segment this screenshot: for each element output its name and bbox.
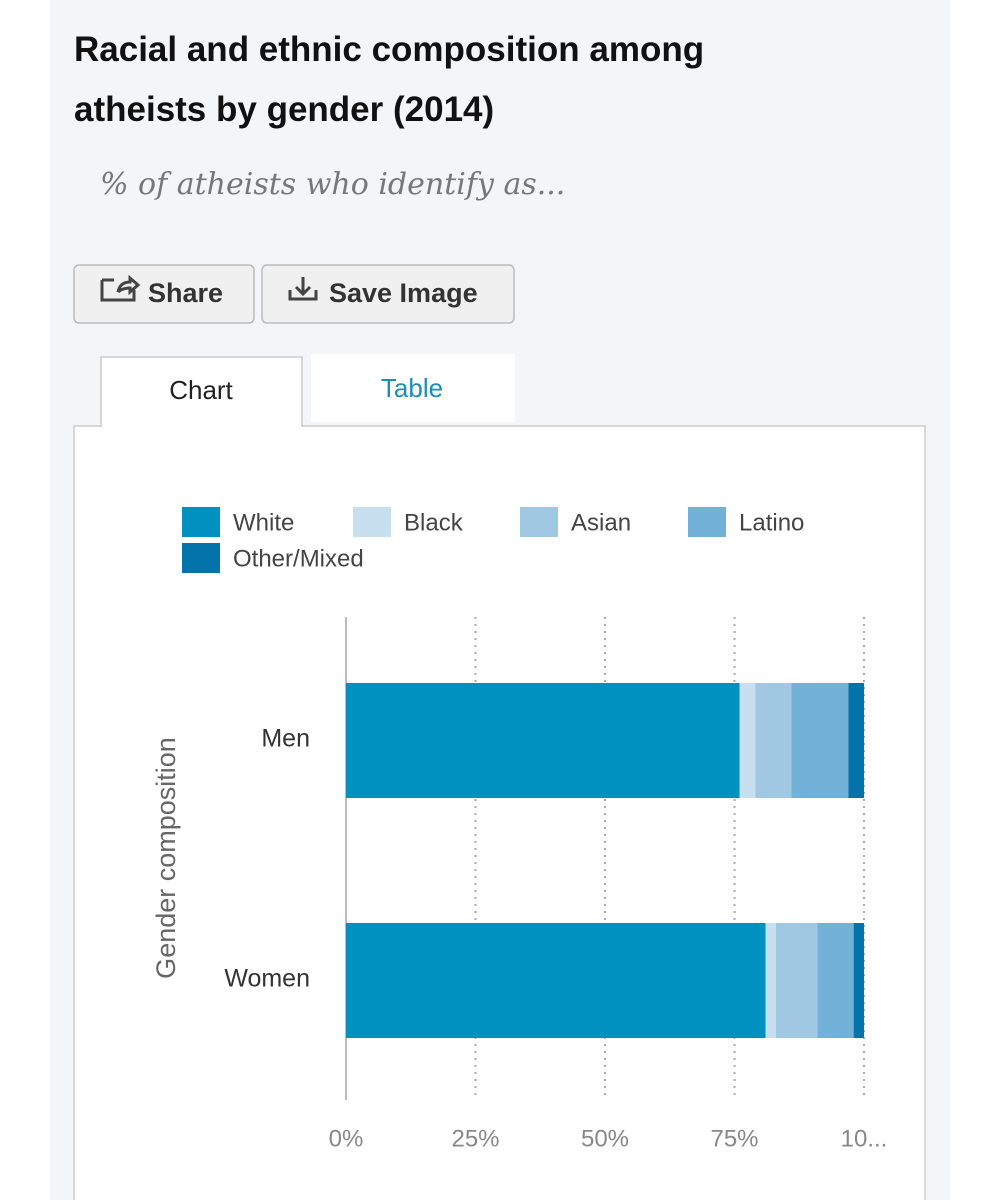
chart-subtitle: % of atheists who identify as...	[100, 167, 565, 202]
save-button[interactable]: Save Image	[261, 264, 515, 324]
legend-swatch	[182, 507, 220, 537]
legend-label: Latino	[739, 509, 804, 536]
tab-gap	[102, 420, 301, 430]
tab-chart[interactable]: Chart	[100, 356, 303, 430]
legend-swatch	[182, 543, 220, 573]
y-tick-label: Men	[261, 725, 310, 753]
x-tick-label: 0%	[329, 1125, 364, 1152]
bar-segment	[853, 923, 864, 1038]
share-icon	[100, 274, 141, 302]
x-tick-label: 25%	[451, 1125, 499, 1152]
x-tick-label: 10...	[841, 1125, 888, 1152]
legend-label: Black	[404, 509, 464, 536]
legend-swatch	[688, 507, 726, 537]
chart-box	[73, 425, 926, 1200]
tab-box[interactable]	[311, 354, 515, 422]
x-tick-label: 50%	[581, 1125, 629, 1152]
tab-table[interactable]: Table	[311, 354, 515, 422]
legend-label: Asian	[571, 509, 631, 536]
legend-label: White	[233, 509, 294, 536]
bar-segment	[817, 923, 854, 1038]
x-tick-label: 75%	[710, 1125, 758, 1152]
chart-title: Racial and ethnic composition among athei…	[74, 30, 704, 129]
bar-segment	[739, 683, 756, 798]
legend-swatch	[520, 507, 558, 537]
tab-label[interactable]: Table	[381, 373, 443, 403]
bar-segment	[848, 683, 864, 798]
bar-segment	[765, 923, 776, 1038]
bar-segment	[755, 683, 792, 798]
bar-segment	[346, 923, 766, 1038]
tab-border	[100, 356, 303, 427]
tab-label[interactable]: Chart	[169, 375, 233, 405]
button-box[interactable]	[73, 264, 255, 324]
y-axis-title: Gender composition	[151, 737, 181, 979]
legend-swatch	[353, 507, 391, 537]
bar-segment	[791, 683, 849, 798]
bar-segment	[346, 683, 740, 798]
button-label[interactable]: Save Image	[329, 278, 478, 308]
legend-label: Other/Mixed	[233, 545, 364, 572]
bar-segment	[775, 923, 818, 1038]
button-label[interactable]: Share	[148, 278, 223, 308]
button-box[interactable]	[261, 264, 515, 324]
y-tick-label: Women	[224, 965, 310, 993]
download-icon	[288, 277, 318, 301]
share-button[interactable]: Share	[73, 264, 255, 324]
